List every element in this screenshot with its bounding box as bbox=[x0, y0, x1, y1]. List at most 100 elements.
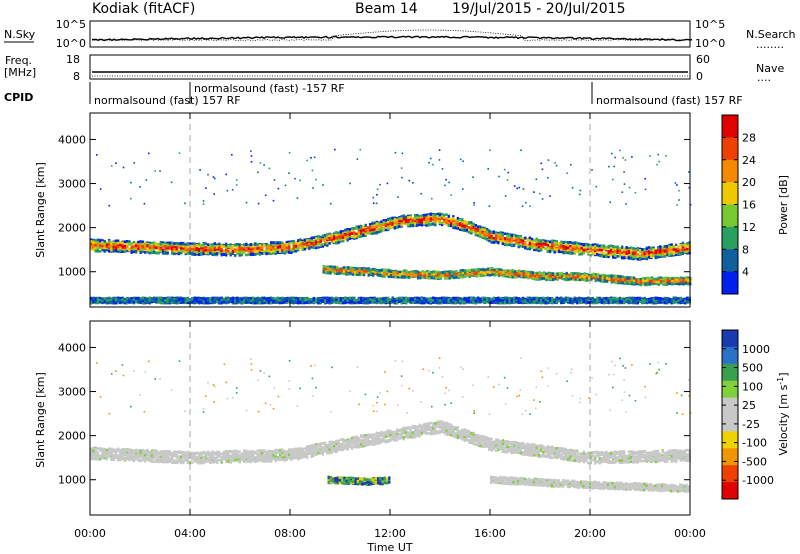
range-cell bbox=[310, 246, 313, 249]
range-cell bbox=[455, 275, 458, 279]
range-cell bbox=[486, 238, 489, 242]
range-cell bbox=[546, 249, 549, 253]
range-cell bbox=[279, 248, 282, 252]
range-cell bbox=[499, 236, 502, 239]
range-cell bbox=[450, 224, 453, 228]
range-cell bbox=[672, 244, 675, 248]
range-cell bbox=[434, 216, 437, 219]
range-cell bbox=[297, 241, 300, 244]
range-cell bbox=[378, 269, 381, 272]
range-cell bbox=[348, 231, 351, 234]
range-cell bbox=[261, 243, 264, 246]
range-cell bbox=[591, 246, 594, 249]
range-cell bbox=[128, 248, 131, 252]
range-cell bbox=[582, 251, 585, 255]
range-cell bbox=[240, 250, 243, 254]
range-cell bbox=[614, 254, 617, 258]
range-cell bbox=[432, 216, 435, 220]
range-cell bbox=[427, 213, 430, 216]
range-cell bbox=[434, 217, 437, 221]
range-cell bbox=[475, 274, 478, 278]
range-cell bbox=[686, 242, 689, 245]
range-cell bbox=[527, 273, 530, 276]
range-cell bbox=[99, 250, 102, 253]
range-cell bbox=[348, 233, 351, 236]
range-cell bbox=[670, 252, 673, 255]
range-cell bbox=[417, 270, 420, 274]
range-cell bbox=[200, 250, 203, 253]
range-cell bbox=[452, 226, 455, 230]
range-cell bbox=[465, 220, 468, 224]
range-cell bbox=[321, 238, 324, 242]
range-cell bbox=[612, 253, 615, 256]
range-cell bbox=[587, 251, 590, 254]
range-cell bbox=[659, 246, 662, 249]
range-cell bbox=[331, 266, 334, 269]
range-cell bbox=[432, 214, 435, 218]
range-cell bbox=[663, 252, 666, 256]
range-cell bbox=[601, 276, 604, 279]
range-cell bbox=[589, 254, 592, 257]
range-cell bbox=[540, 277, 543, 280]
range-cell bbox=[180, 241, 183, 245]
range-cell bbox=[594, 278, 597, 282]
range-cell bbox=[380, 229, 383, 232]
range-cell bbox=[416, 216, 419, 219]
range-cell bbox=[372, 274, 375, 277]
range-cell bbox=[396, 271, 399, 275]
range-cell bbox=[117, 248, 120, 251]
range-cell bbox=[414, 271, 417, 274]
range-cell bbox=[657, 251, 660, 254]
range-cell bbox=[576, 246, 579, 249]
range-cell bbox=[367, 273, 370, 277]
range-cell bbox=[312, 246, 315, 249]
range-cell bbox=[382, 219, 385, 222]
range-cell bbox=[363, 267, 366, 270]
range-cell bbox=[506, 237, 509, 241]
range-cell bbox=[229, 247, 232, 250]
range-cell bbox=[567, 241, 570, 244]
date-range: 19/Jul/2015 - 20/Jul/2015 bbox=[452, 1, 626, 17]
range-cell bbox=[558, 242, 561, 245]
range-cell bbox=[650, 248, 653, 252]
range-cell bbox=[497, 235, 500, 238]
range-cell bbox=[684, 243, 687, 247]
range-cell bbox=[493, 272, 496, 276]
range-cell bbox=[389, 219, 392, 222]
range-cell bbox=[430, 276, 433, 279]
range-cell bbox=[114, 244, 118, 248]
range-cell bbox=[166, 245, 169, 248]
range-cell bbox=[522, 237, 525, 240]
range-cell bbox=[606, 278, 609, 282]
range-cell bbox=[533, 242, 536, 246]
range-cell bbox=[220, 252, 223, 255]
range-cell bbox=[382, 228, 385, 232]
range-cell bbox=[374, 270, 377, 274]
range-cell bbox=[375, 220, 378, 224]
range-cell bbox=[328, 236, 331, 239]
range-cell bbox=[238, 252, 241, 256]
range-cell bbox=[495, 237, 498, 241]
range-cell bbox=[564, 244, 567, 247]
range-cell bbox=[477, 234, 480, 237]
range-cell bbox=[528, 236, 531, 240]
range-cell bbox=[103, 248, 106, 252]
range-cell bbox=[612, 250, 615, 253]
range-cell bbox=[618, 251, 621, 255]
range-cell bbox=[529, 271, 532, 275]
range-cell bbox=[202, 242, 205, 246]
range-cell bbox=[349, 266, 352, 269]
range-cell bbox=[342, 272, 346, 275]
range-cell bbox=[220, 249, 223, 253]
range-cell bbox=[209, 249, 212, 252]
range-cell bbox=[540, 239, 543, 242]
range-cell bbox=[372, 269, 375, 273]
range-cell bbox=[383, 269, 386, 273]
range-cell bbox=[630, 254, 633, 257]
range-cell bbox=[159, 250, 163, 253]
range-cell bbox=[627, 249, 630, 253]
range-cell bbox=[294, 244, 297, 248]
range-cell bbox=[335, 237, 338, 240]
range-cell bbox=[240, 253, 243, 256]
range-cell bbox=[231, 248, 234, 252]
